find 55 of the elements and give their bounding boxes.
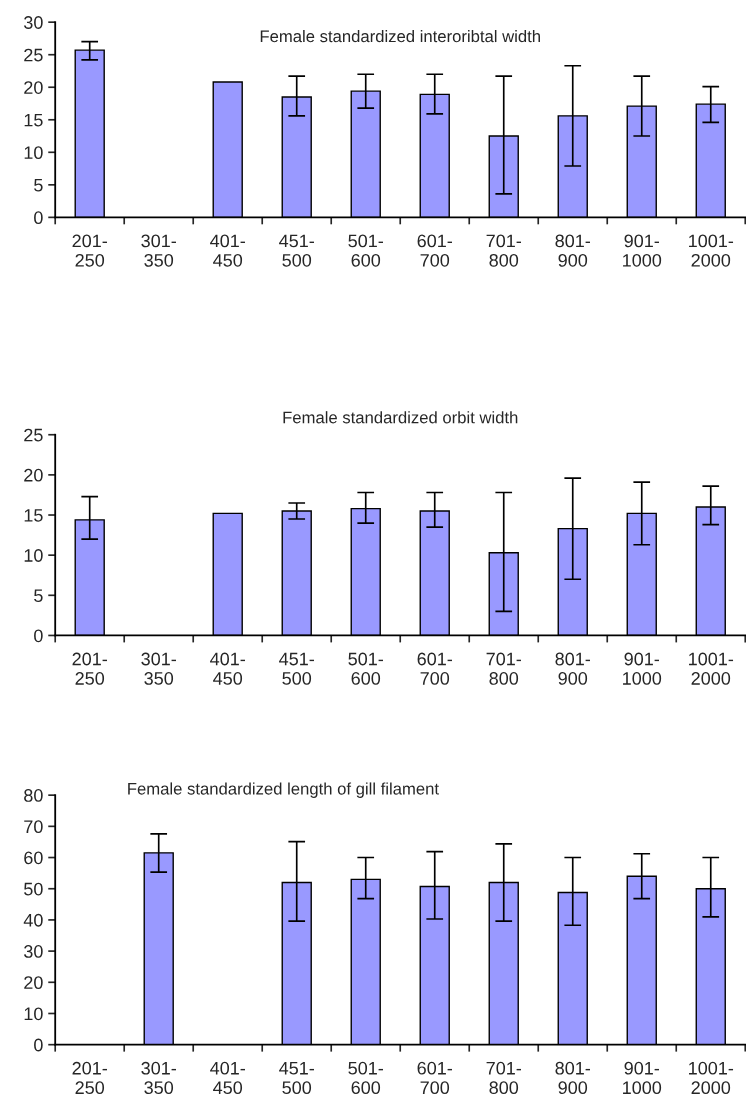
x-tick-label: 501- 600 (348, 1061, 383, 1095)
x-tick-label: 1001- 2000 (689, 1061, 734, 1095)
x-tick-label: 451- 500 (279, 234, 314, 267)
x-tick-label: 601- 700 (417, 652, 452, 685)
x-tick-label: 601- 700 (417, 234, 452, 267)
y-tick-label: 20 (24, 468, 43, 482)
x-tick-label: 801- 900 (555, 234, 591, 267)
x-tick-label: 401- 450 (210, 234, 245, 267)
y-tick-label: 10 (24, 549, 43, 562)
x-tick-label: 1001- 2000 (689, 652, 734, 685)
x-tick-label: 901- 1000 (623, 1061, 662, 1095)
x-tick-label: 701- 800 (486, 1061, 522, 1095)
x-tick-label: 201- 250 (72, 652, 107, 685)
x-tick-label: 201- 250 (72, 234, 107, 267)
x-tick-label: 801- 900 (555, 652, 591, 685)
y-tick-label: 80 (24, 789, 43, 802)
y-tick-label: 0 (34, 1038, 43, 1052)
y-tick-label: 30 (24, 945, 43, 958)
x-tick-label: 301- 350 (141, 1061, 176, 1095)
y-tick-label: 60 (24, 851, 43, 865)
chart-title: Female standardized interoribtal width (260, 29, 540, 43)
x-tick-label: 601- 700 (417, 1061, 452, 1095)
x-tick-label: 401- 450 (210, 652, 245, 685)
y-tick-label: 50 (24, 882, 43, 896)
x-tick-label: 301- 350 (141, 234, 176, 267)
x-tick-label: 901- 1000 (623, 652, 662, 685)
chart-title: Female standardized length of gill filament (128, 782, 439, 798)
x-tick-label: 701- 800 (486, 234, 522, 267)
x-tick-label: 801- 900 (555, 1061, 591, 1095)
y-tick-label: 40 (23, 913, 43, 927)
x-tick-label: 201- 250 (72, 1061, 107, 1095)
x-tick-label: 701- 800 (486, 652, 522, 685)
y-tick-label: 20 (24, 81, 43, 94)
y-tick-label: 10 (24, 1007, 43, 1021)
y-tick-label: 25 (24, 48, 43, 62)
chart-title: Female standardized orbit width (283, 411, 518, 424)
y-tick-label: 5 (34, 589, 43, 603)
x-tick-label: 451- 500 (279, 1062, 314, 1095)
y-tick-label: 25 (24, 428, 43, 442)
x-tick-label: 1001- 2000 (689, 234, 734, 267)
y-tick-label: 0 (34, 629, 43, 643)
y-tick-label: 30 (24, 16, 43, 29)
y-tick-label: 0 (34, 211, 43, 225)
x-tick-label: 901- 1000 (623, 234, 662, 267)
y-tick-label: 70 (24, 820, 43, 834)
x-tick-label: 451- 500 (279, 652, 314, 685)
x-tick-label: 501- 600 (348, 652, 383, 685)
y-tick-label: 15 (24, 113, 43, 127)
x-tick-label: 401- 450 (210, 1061, 245, 1095)
x-tick-label: 301- 350 (141, 652, 176, 685)
y-tick-label: 5 (34, 178, 43, 192)
x-tick-label: 501- 600 (348, 234, 383, 267)
y-tick-label: 20 (24, 976, 43, 990)
y-tick-label: 10 (24, 146, 43, 160)
y-tick-label: 15 (24, 509, 43, 522)
